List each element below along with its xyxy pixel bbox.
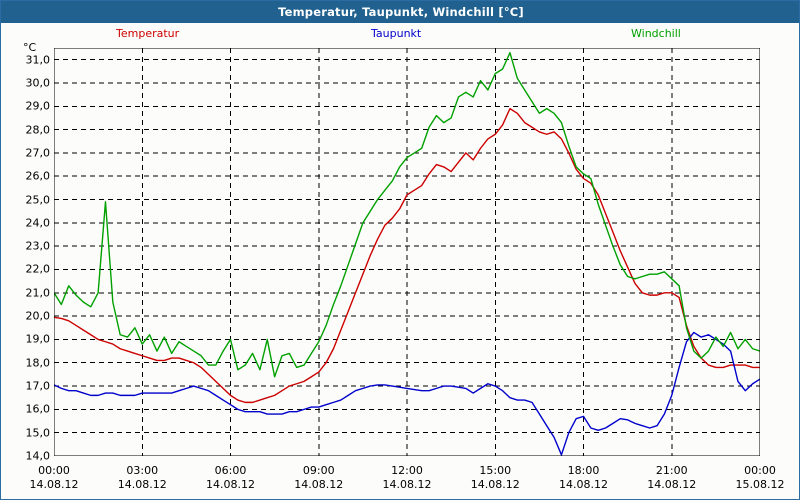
y-tick-label: 15,0: [25, 426, 51, 440]
window-title: Temperatur, Taupunkt, Windchill [°C]: [278, 5, 524, 19]
y-tick-label: 21,0: [25, 286, 51, 300]
x-tick-time: 00:00: [744, 464, 776, 477]
y-tick-label: 28,0: [25, 123, 51, 137]
x-tick-date: 14.08.12: [647, 478, 697, 491]
legend-label-windchill: Windchill: [631, 27, 681, 40]
x-tick-label: 09:00 14.08.12: [294, 464, 343, 492]
x-tick-label: 00:00 14.08.12: [30, 464, 79, 492]
legend-item-windchill: Windchill: [631, 27, 681, 40]
y-tick-label: 17,0: [25, 379, 51, 393]
x-tick-label: 12:00 14.08.12: [383, 464, 432, 492]
x-tick-label: 06:00 14.08.12: [206, 464, 255, 492]
x-tick-time: 00:00: [38, 464, 70, 477]
y-tick-label: 25,0: [25, 193, 51, 207]
x-tick-time: 03:00: [126, 464, 159, 477]
y-tick-label: 27,0: [25, 146, 51, 160]
x-tick-date: 14.08.12: [206, 478, 255, 491]
y-tick-label: 16,0: [25, 402, 51, 416]
x-tick-date: 14.08.12: [559, 478, 608, 491]
y-tick-label: 20,0: [25, 309, 51, 323]
y-tick-label: 22,0: [25, 262, 51, 276]
y-tick-label: 29,0: [25, 99, 51, 113]
x-tick-time: 15:00: [479, 464, 512, 477]
legend-label-temperatur: Temperatur: [116, 27, 180, 40]
y-tick-label: 26,0: [25, 169, 51, 183]
legend-label-taupunkt: Taupunkt: [371, 27, 422, 40]
chart-body: Temperatur Taupunkt Windchill °C 31,0 30,…: [1, 23, 799, 499]
legend-item-taupunkt: Taupunkt: [371, 27, 421, 40]
y-tick-label: 14,0: [25, 449, 51, 463]
x-tick-date: 14.08.12: [382, 478, 432, 491]
y-tick-label: 23,0: [25, 239, 51, 253]
plot-svg: [54, 48, 760, 456]
x-tick-time: 12:00: [391, 464, 423, 477]
y-tick-label: 30,0: [25, 76, 51, 90]
series-line-temperatur: [54, 107, 760, 404]
x-tick-date: 15.08.12: [735, 478, 785, 491]
plot-area: 31,0 30,0 29,0 28,0 27,0 26,0 25,0 24,0 23,0 22,0…: [26, 48, 784, 491]
x-tick-time: 21:00: [655, 464, 688, 477]
x-tick-date: 14.08.12: [294, 478, 344, 491]
y-tick-label: 19,0: [25, 332, 51, 346]
x-tick-label: 03:00 14.08.12: [118, 464, 167, 492]
x-tick-time: 09:00: [302, 464, 335, 477]
window-titlebar: Temperatur, Taupunkt, Windchill [°C]: [1, 1, 799, 23]
series-line-taupunkt: [54, 331, 760, 456]
legend-item-temperatur: Temperatur: [116, 27, 179, 40]
x-tick-label: 15:00 14.08.12: [471, 464, 520, 492]
y-tick-label: 24,0: [25, 216, 51, 230]
x-tick-label: 00:00 15.08.12: [736, 464, 785, 492]
x-tick-label: 21:00 14.08.12: [647, 464, 696, 492]
y-tick-label: 18,0: [25, 356, 51, 370]
series-line-windchill: [54, 51, 760, 378]
x-tick-label: 18:00 14.08.12: [559, 464, 608, 492]
x-tick-date: 14.08.12: [470, 478, 520, 491]
x-tick-date: 14.08.12: [117, 478, 167, 491]
x-tick-date: 14.08.12: [29, 478, 79, 491]
y-axis-unit-label: °C: [23, 41, 37, 54]
x-tick-time: 18:00: [567, 464, 600, 477]
y-tick-label: 31,0: [25, 53, 51, 67]
x-tick-time: 06:00: [214, 464, 247, 477]
